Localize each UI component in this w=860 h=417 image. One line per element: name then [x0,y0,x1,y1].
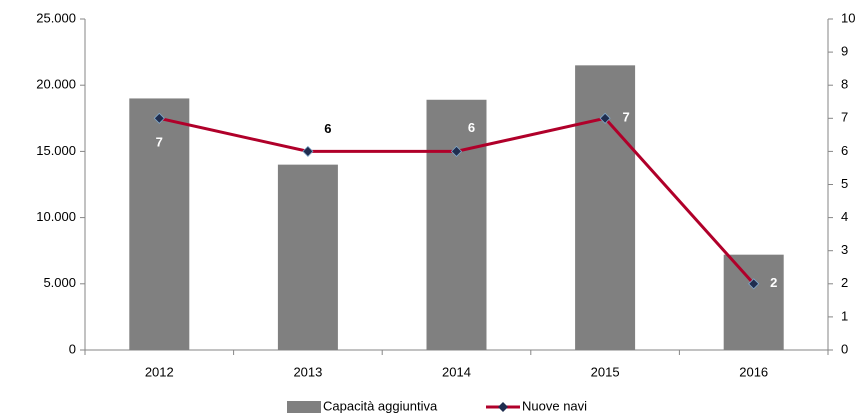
y2-tick-label: 9 [841,44,848,59]
y-tick-label: 25.000 [36,10,76,25]
bar [723,254,784,350]
legend-label: Nuove navi [522,398,587,413]
y-tick-label: 20.000 [36,77,76,92]
y2-tick-label: 4 [841,209,848,224]
marker [599,112,611,124]
y2-tick-label: 3 [841,242,848,257]
x-tick-label: 2013 [293,364,322,379]
bar [575,65,636,350]
y2-tick-label: 8 [841,77,848,92]
data-label: 6 [468,120,475,135]
x-tick-label: 2012 [145,364,174,379]
y-tick-label: 0 [69,341,76,356]
y2-tick-label: 7 [841,110,848,125]
y2-tick-label: 6 [841,143,848,158]
y2-tick-label: 5 [841,176,848,191]
y-tick-label: 15.000 [36,143,76,158]
y2-tick-label: 10 [841,10,855,25]
bar [129,98,190,350]
y-tick-label: 10.000 [36,209,76,224]
data-label: 6 [324,121,331,136]
x-tick-label: 2014 [442,364,471,379]
legend-label: Capacità aggiuntiva [323,398,438,413]
data-label: 7 [156,135,163,150]
data-label: 2 [770,275,777,290]
bar [277,164,338,350]
legend-marker [498,402,508,412]
marker [450,145,463,157]
y2-tick-label: 2 [841,275,848,290]
data-label: 7 [622,110,629,125]
y-tick-label: 5.000 [43,275,76,290]
y2-tick-label: 0 [841,341,848,356]
y2-tick-label: 1 [841,308,848,323]
x-tick-label: 2016 [739,364,768,379]
legend-swatch [287,401,321,413]
bar [426,99,487,350]
marker [748,278,760,290]
marker [302,145,314,157]
x-tick-label: 2015 [591,364,620,379]
marker [153,112,165,124]
